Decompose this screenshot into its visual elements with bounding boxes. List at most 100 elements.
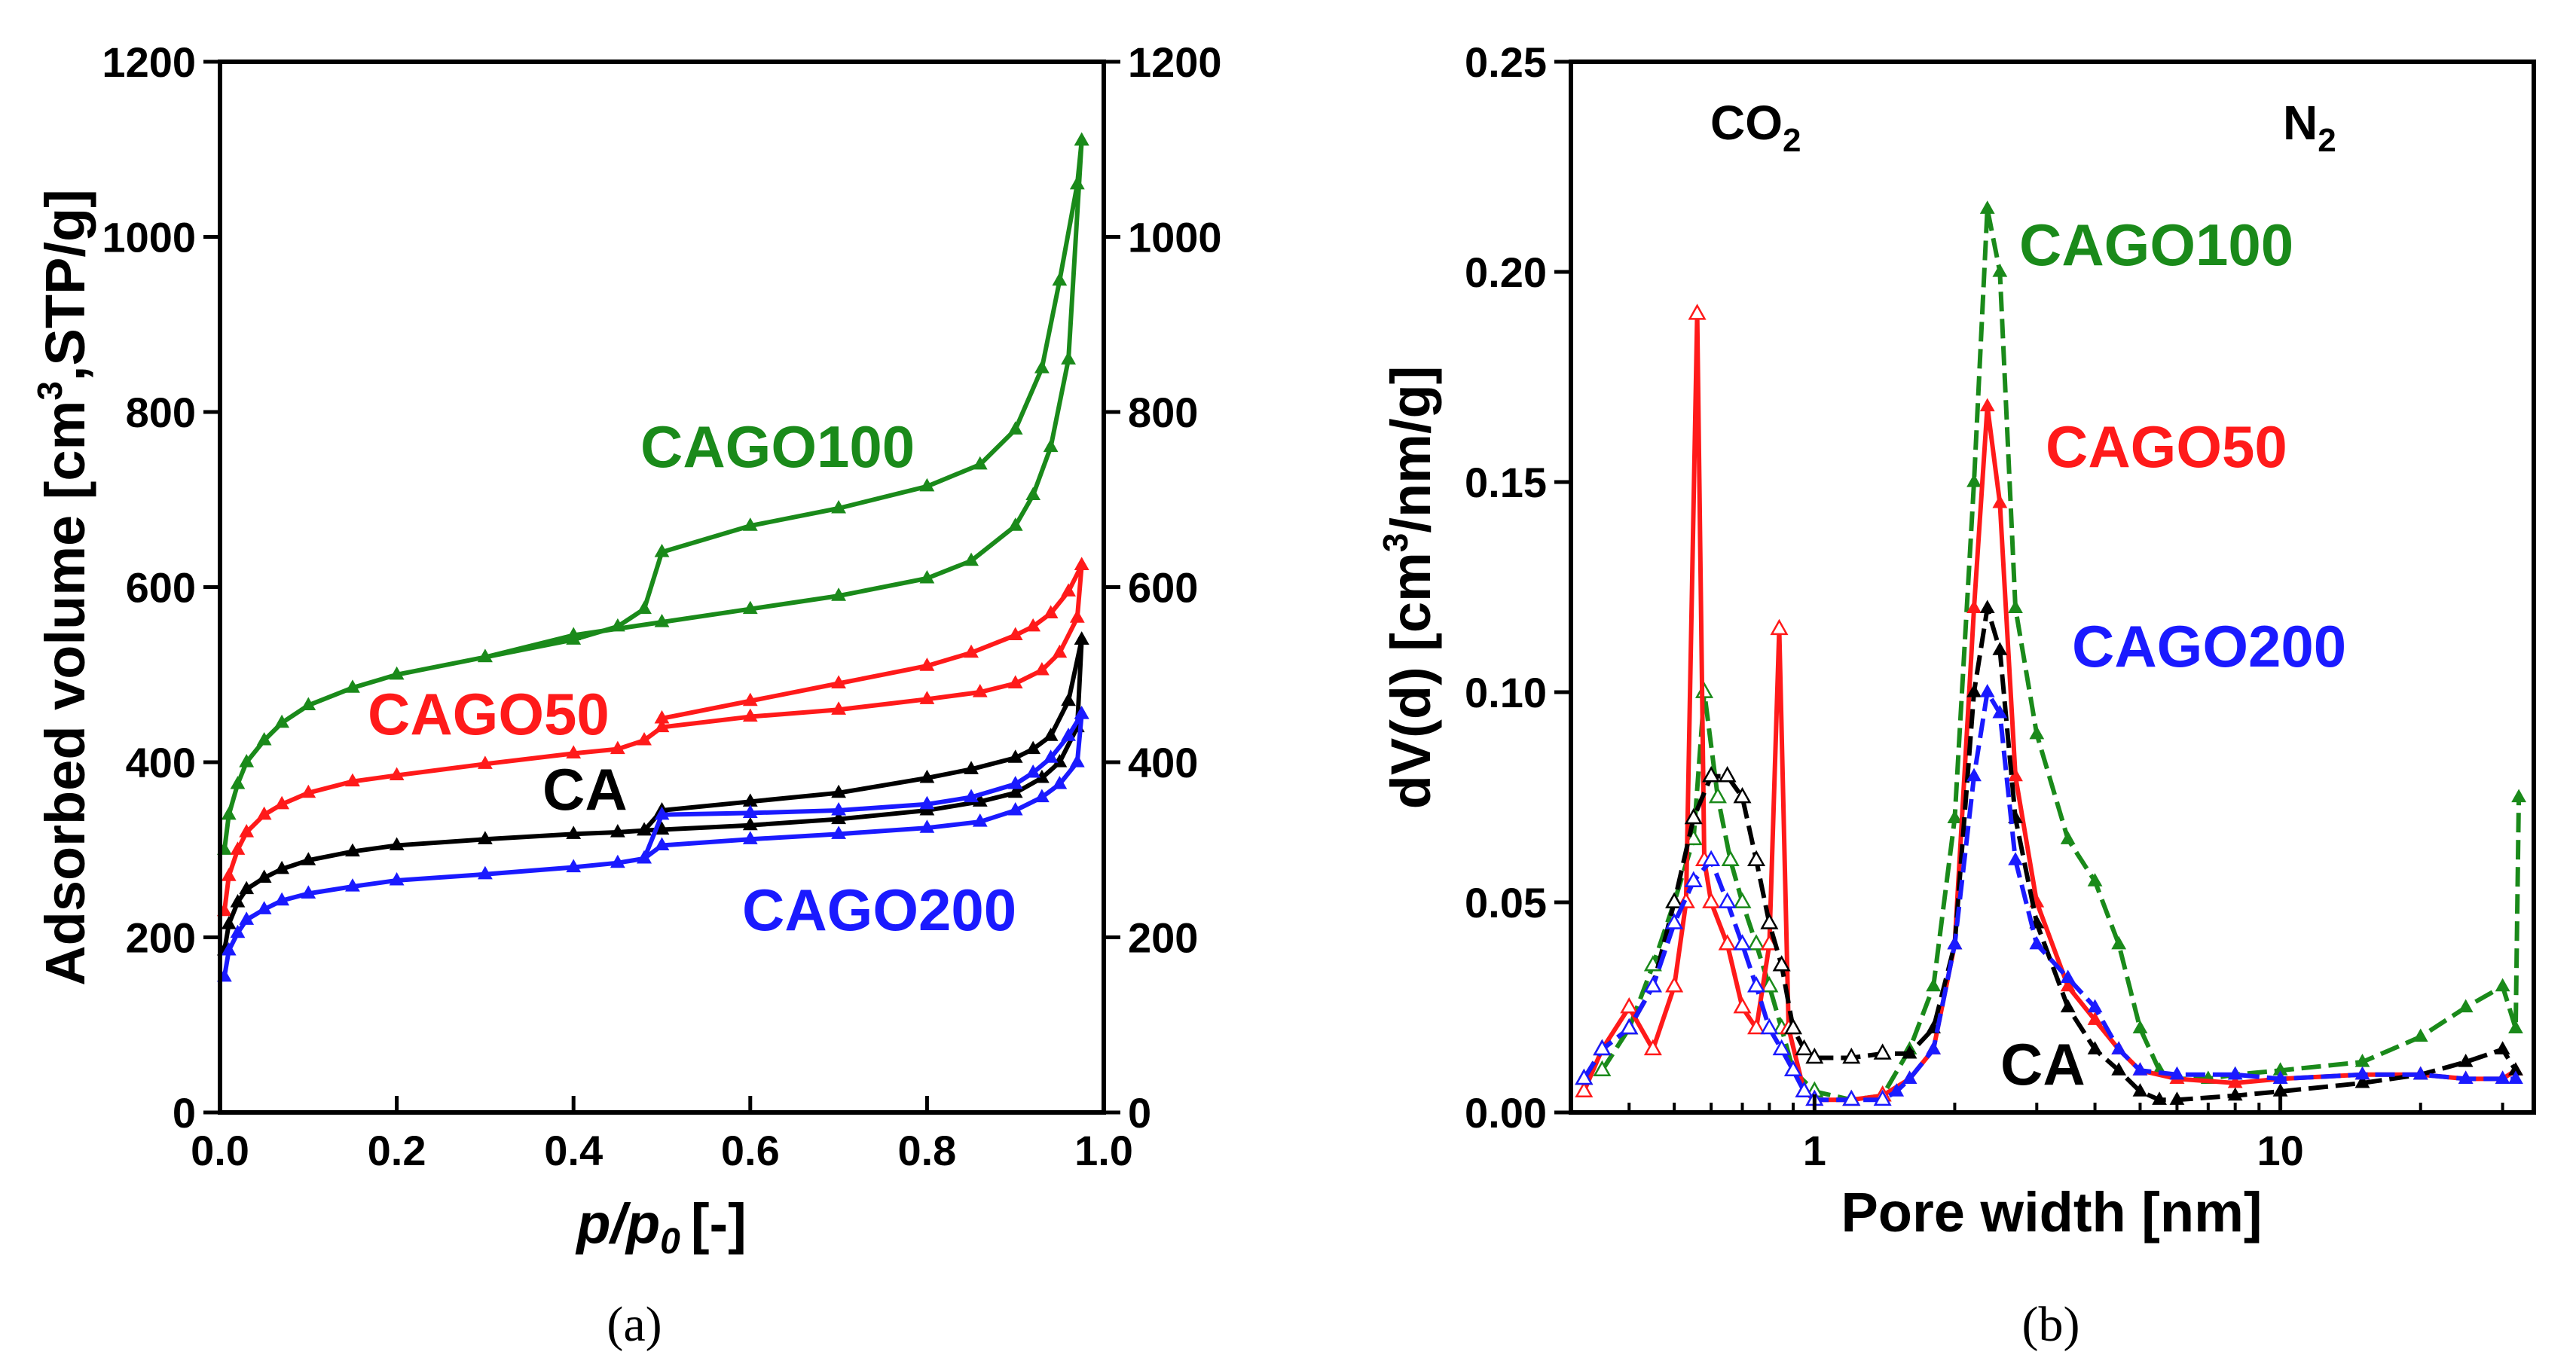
a-cago200-adsorption-point: [389, 871, 405, 886]
b-cago100-point: [2511, 789, 2526, 803]
a-cago50-adsorption-point: [389, 767, 405, 781]
a-cago200-adsorption-point: [566, 859, 582, 873]
b-ca-point: [2169, 1091, 2185, 1105]
a-cago50-adsorption-point: [1007, 675, 1023, 688]
b-cago100-point: [2413, 1028, 2428, 1042]
b-ca-point: [1733, 786, 1752, 804]
b-cago200-point: [1733, 934, 1752, 951]
a-cago100-desorption-point: [831, 587, 846, 601]
a-cago200-desorption-point: [1061, 728, 1076, 741]
label-cago50-a: CAGO50: [368, 681, 610, 747]
a-cago200-desorption-point: [1007, 776, 1023, 789]
b-x-tick-label: 10: [2257, 1127, 2303, 1174]
a-cago100-adsorption-point: [221, 806, 237, 820]
a-ca-adsorption-point: [1052, 754, 1068, 767]
b-cago100-point: [2354, 1054, 2370, 1067]
panel-a-y-ticks: 0 200 400 600 800 1000 1200: [102, 38, 220, 1137]
b-cago50-point: [1643, 1039, 1662, 1056]
label-cago50-b: CAGO50: [2046, 413, 2287, 480]
b-cago100-point: [1992, 264, 2008, 277]
b-cago200-point: [1873, 1089, 1892, 1106]
b-cago200-point: [2060, 969, 2076, 984]
b-ca-point: [1747, 850, 1766, 867]
a-cago200-adsorption-point: [1052, 776, 1068, 789]
a-cago50-adsorption-line: [222, 565, 1084, 912]
a-cago100-desorption-line: [484, 140, 1084, 660]
b-x-tick-label: 1: [1803, 1127, 1826, 1174]
a-cago200-adsorption-point: [221, 941, 237, 956]
a-cago50-adsorption-point: [566, 745, 582, 758]
a-ca-adsorption-point: [610, 824, 625, 838]
b-cago50-point: [1702, 892, 1721, 908]
a-x-tick-label: 0.6: [721, 1127, 780, 1174]
b-cago200-point: [1760, 1018, 1779, 1035]
a-cago100-desorption-point: [1074, 132, 1089, 146]
a-right-y-tick-label: 800: [1128, 389, 1198, 436]
a-cago50-adsorption-point: [239, 824, 255, 838]
b-y-tick-label: 0.10: [1465, 669, 1547, 716]
a-cago50-desorption-point: [1074, 557, 1089, 571]
a-series-cago50: [216, 557, 1089, 917]
b-cago200-point: [1902, 1070, 1917, 1084]
b-cago200-point: [1966, 767, 1982, 782]
b-ca-point: [2508, 1062, 2523, 1076]
b-cago100-point: [2495, 978, 2510, 992]
panel-a-plot-frame: [218, 60, 1106, 1115]
a-ca-desorption-point: [1025, 740, 1041, 755]
panel-b-x-ticks: 1 10: [1627, 1094, 2504, 1174]
b-cago200-point: [1992, 704, 2008, 719]
a-cago100-adsorption-point: [389, 666, 405, 680]
a-cago50-desorption-point: [1043, 605, 1059, 618]
a-y-tick-label: 1000: [102, 214, 196, 261]
a-y-tick-label: 800: [126, 389, 196, 436]
a-cago200-desorption-point: [637, 850, 652, 864]
a-cago100-adsorption-point: [1052, 272, 1068, 286]
b-ca-point: [1992, 642, 2008, 655]
b-ca-point: [2060, 999, 2076, 1013]
a-cago50-adsorption-point: [637, 731, 652, 746]
b-cago200-point: [2029, 935, 2045, 950]
a-cago50-desorption-line: [661, 564, 1084, 721]
a-cago100-adsorption-point: [345, 679, 360, 693]
b-cago200-point: [2272, 1070, 2288, 1084]
a-cago50-desorption-point: [919, 658, 935, 671]
panel-a-series-group: [216, 132, 1089, 982]
a-series-cago200: [216, 706, 1089, 982]
a-right-y-tick-label: 0: [1128, 1089, 1151, 1137]
a-cago200-adsorption-point: [478, 865, 493, 880]
b-ca-point: [1702, 766, 1721, 783]
b-cago200-point: [1575, 1068, 1594, 1085]
b-ca-point: [2495, 1041, 2510, 1054]
a-cago100-adsorption-point: [301, 697, 316, 711]
b-cago50-point: [1770, 618, 1789, 636]
a-cago50-adsorption-point: [301, 784, 316, 798]
a-cago100-desorption-point: [566, 627, 582, 641]
b-cago50-point: [1733, 996, 1752, 1014]
panel-b-label: (b): [2022, 1297, 2080, 1352]
a-cago200-adsorption-point: [742, 831, 758, 844]
b-cago200-point: [1795, 1081, 1814, 1097]
region-label-n2: N2: [2283, 96, 2336, 159]
b-series-cago200: [1575, 684, 2523, 1106]
a-cago50-adsorption-point: [831, 701, 846, 715]
a-cago50-adsorption-point: [274, 795, 290, 810]
a-ca-adsorption-point: [1007, 784, 1023, 798]
b-ca-point: [1966, 684, 1982, 697]
b-ca-point: [1902, 1045, 1917, 1059]
b-cago100-point: [1760, 976, 1779, 993]
panel-b-plot-frame: [1569, 60, 2536, 1115]
a-cago50-desorption-point: [742, 692, 758, 706]
a-cago100-desorption-point: [1007, 517, 1023, 531]
a-cago50-desorption-point: [654, 709, 670, 724]
a-cago200-adsorption-point: [274, 892, 290, 906]
b-cago50-point: [2227, 1074, 2243, 1088]
b-cago50-point: [2087, 1012, 2103, 1025]
label-ca-a: CA: [542, 756, 628, 822]
a-cago50-adsorption-point: [1069, 609, 1085, 623]
b-cago200-point: [2458, 1070, 2474, 1084]
b-y-tick-label: 0.05: [1465, 879, 1547, 926]
b-ca-point: [1873, 1043, 1892, 1060]
a-cago200-desorption-point: [1043, 749, 1059, 763]
a-ca-adsorption-point: [478, 831, 493, 844]
